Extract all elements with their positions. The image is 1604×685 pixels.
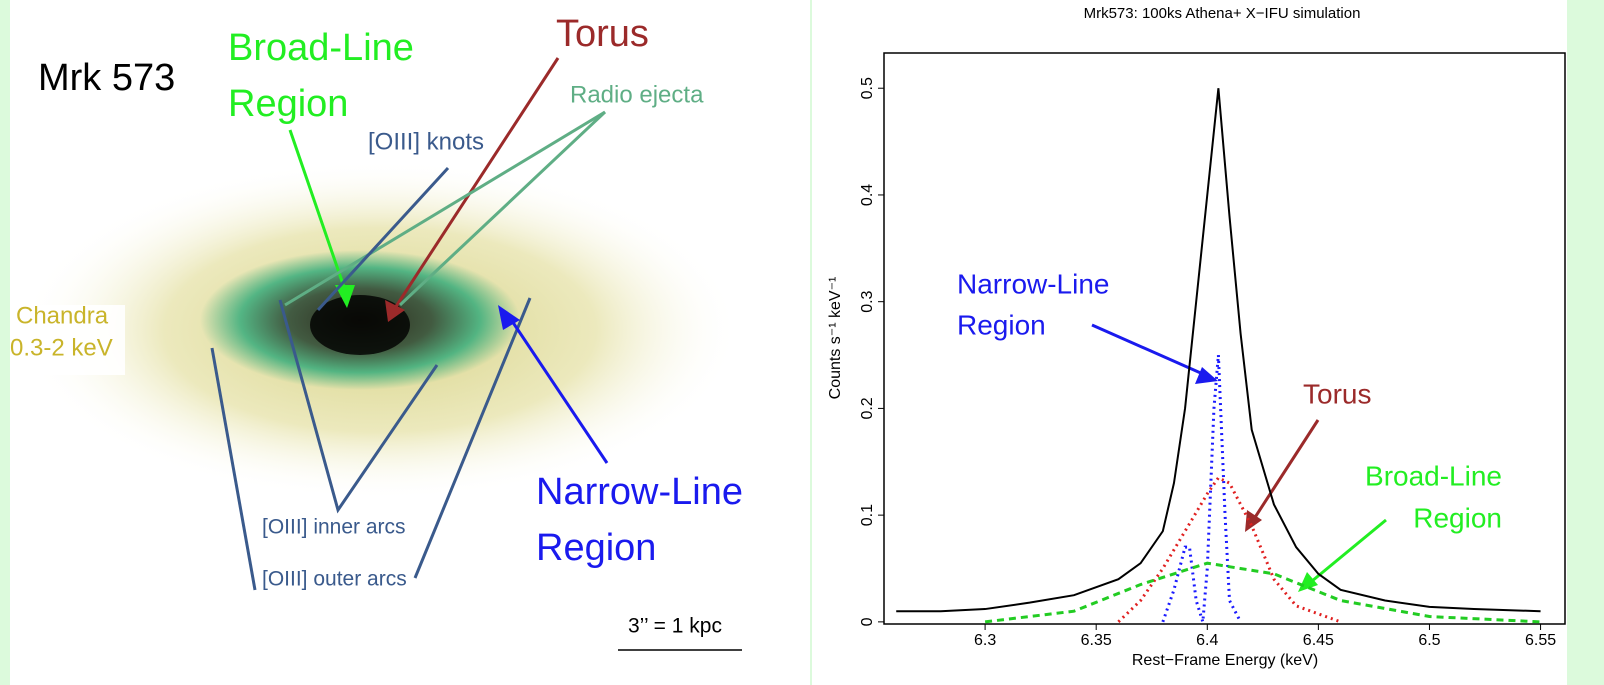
x-tick-label: 6.35 <box>1081 632 1112 649</box>
x-tick-label: 6.55 <box>1525 632 1556 649</box>
annotation: Broad-Line <box>1365 460 1502 491</box>
label: [OIII] inner arcs <box>262 516 406 539</box>
x-tick-label: 6.3 <box>974 632 996 649</box>
label: Narrow-Line <box>536 471 743 513</box>
label: Region <box>536 527 656 569</box>
y-tick-label: 0.2 <box>859 397 876 419</box>
figure: Mrk 573 Broad-Line Region Torus Radio ej… <box>0 0 1604 685</box>
right-panel <box>812 0 1567 685</box>
y-tick-label: 0.1 <box>859 504 876 526</box>
x-tick-label: 6.5 <box>1418 632 1440 649</box>
label: Torus <box>556 13 649 55</box>
annotation: Narrow-Line <box>957 268 1110 299</box>
x-tick-label: 6.4 <box>1196 632 1218 649</box>
label: Mrk 573 <box>38 57 175 99</box>
label: Chandra <box>16 302 109 329</box>
y-tick-label: 0.4 <box>859 184 876 206</box>
page: Mrk 573 Broad-Line Region Torus Radio ej… <box>0 0 1604 685</box>
x-axis-label: Rest−Frame Energy (keV) <box>1132 652 1318 669</box>
label: Radio ejecta <box>570 81 704 108</box>
annotation: Region <box>1413 502 1502 533</box>
y-axis-label: Counts s⁻¹ keV⁻¹ <box>827 277 844 400</box>
label: Broad-Line <box>228 27 414 69</box>
x-tick-label: 6.45 <box>1303 632 1334 649</box>
label: [OIII] outer arcs <box>262 568 407 591</box>
chart-title: Mrk573: 100ks Athena+ X−IFU simulation <box>1084 5 1361 22</box>
annotation: Region <box>957 309 1046 340</box>
y-tick-label: 0 <box>859 617 876 626</box>
y-tick-label: 0.5 <box>859 77 876 99</box>
label: [OIII] knots <box>368 128 484 155</box>
annotation: Torus <box>1303 378 1371 409</box>
label: 0.3-2 keV <box>10 334 113 361</box>
label: 3’’ = 1 kpc <box>628 615 722 638</box>
y-tick-label: 0.3 <box>859 290 876 312</box>
label: Region <box>228 83 348 125</box>
